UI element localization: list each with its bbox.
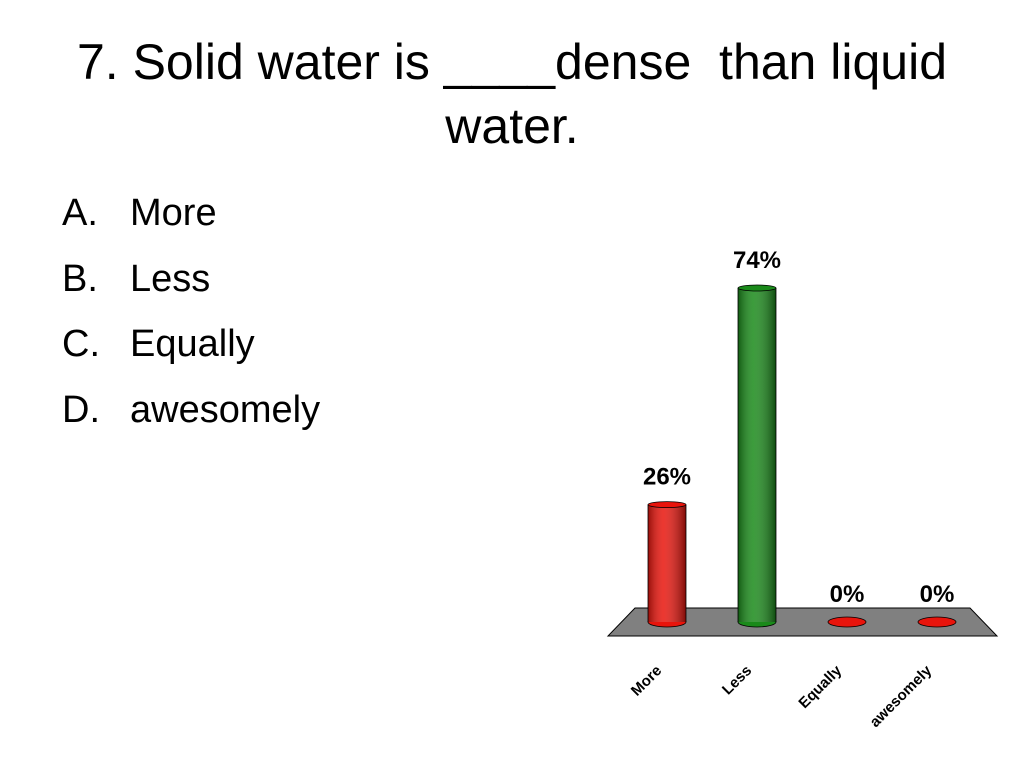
- choice-marker: D.: [62, 388, 100, 431]
- x-tick-label: Equally: [795, 662, 845, 712]
- choice: D. awesomely: [62, 387, 320, 453]
- bar-shade: [738, 288, 776, 622]
- bar-base: [917, 616, 957, 628]
- x-tick-label: awesomely: [867, 662, 936, 731]
- bar-top: [647, 501, 687, 509]
- value-label: 0%: [920, 581, 955, 608]
- chart-floor: [606, 607, 999, 637]
- choice-marker: B.: [62, 257, 98, 300]
- bar-shade: [648, 504, 686, 622]
- choice-text: Less: [130, 257, 211, 300]
- choice-list: A. More B. Less C. Equally D. awesomely: [62, 190, 320, 452]
- bar-top: [737, 284, 777, 292]
- choice: B. Less: [62, 256, 320, 322]
- choice-text: Equally: [130, 323, 255, 365]
- bar-base: [827, 616, 867, 628]
- choice: C. Equally: [62, 321, 320, 387]
- choice-marker: C.: [62, 323, 100, 365]
- choice-marker: A.: [62, 192, 98, 234]
- choice-text: awesomely: [130, 388, 321, 431]
- choice: A. More: [62, 190, 320, 256]
- x-tick-label: More: [628, 662, 665, 699]
- value-label: 26%: [643, 464, 691, 491]
- x-tick-label: Less: [719, 662, 755, 698]
- value-label: 0%: [830, 581, 865, 608]
- slide-title: 7. Solid water is ____dense than liquid …: [76, 34, 961, 154]
- value-label: 74%: [733, 247, 781, 274]
- choice-text: More: [130, 192, 217, 234]
